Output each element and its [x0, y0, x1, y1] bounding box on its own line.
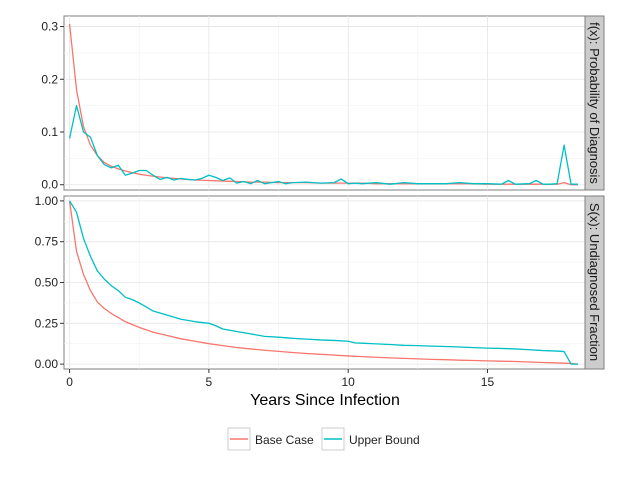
legend-label-base-case: Base Case — [255, 433, 314, 447]
panel-top-series — [68, 23, 579, 186]
series-line-upper-bound-top — [68, 104, 579, 185]
panel-bottom-strip-label: S(x): Undiagnosed Fraction — [587, 203, 602, 361]
panel-bottom-series — [68, 200, 579, 365]
y-tick-label: 0.1 — [41, 125, 58, 139]
legend-label-upper-bound: Upper Bound — [349, 433, 420, 447]
panel-top-y-axis: 0.0 0.1 0.2 0.3 — [41, 20, 64, 192]
x-tick-label: 5 — [206, 375, 213, 389]
panel-bottom-strip — [584, 195, 605, 370]
panel-top-gridlines — [64, 16, 585, 190]
y-tick-label: 0.75 — [35, 235, 59, 249]
y-tick-label: 0.00 — [35, 357, 59, 371]
x-axis-title: Years Since Infection — [250, 392, 400, 409]
x-tick-label: 10 — [342, 375, 356, 389]
x-axis: 0 5 10 15 — [66, 369, 494, 389]
y-tick-label: 0.0 — [41, 178, 58, 192]
panel-bottom: 0.00 0.25 0.50 0.75 1.00 S(x): Undiagnosed F… — [35, 194, 605, 371]
y-tick-label: 0.50 — [35, 276, 59, 290]
series-line-base-case-bottom — [68, 200, 579, 365]
series-line-upper-bound-bottom — [69, 200, 579, 365]
y-tick-label: 1.00 — [35, 194, 59, 208]
y-tick-label: 0.2 — [41, 72, 58, 86]
x-tick-label: 15 — [481, 375, 495, 389]
panel-top: 0.0 0.1 0.2 0.3 f(x): Probability of Diagno… — [41, 15, 605, 192]
legend: Base Case Upper Bound — [227, 427, 420, 451]
panel-top-strip — [584, 15, 605, 191]
panel-top-background — [63, 15, 586, 191]
y-tick-label: 0.3 — [41, 20, 58, 34]
panel-top-strip-label: f(x): Probability of Diagnosis — [587, 22, 602, 184]
x-tick-label: 0 — [66, 375, 73, 389]
y-tick-label: 0.25 — [35, 316, 59, 330]
panel-bottom-gridlines — [64, 196, 585, 369]
panel-bottom-y-axis: 0.00 0.25 0.50 0.75 1.00 — [35, 194, 64, 371]
